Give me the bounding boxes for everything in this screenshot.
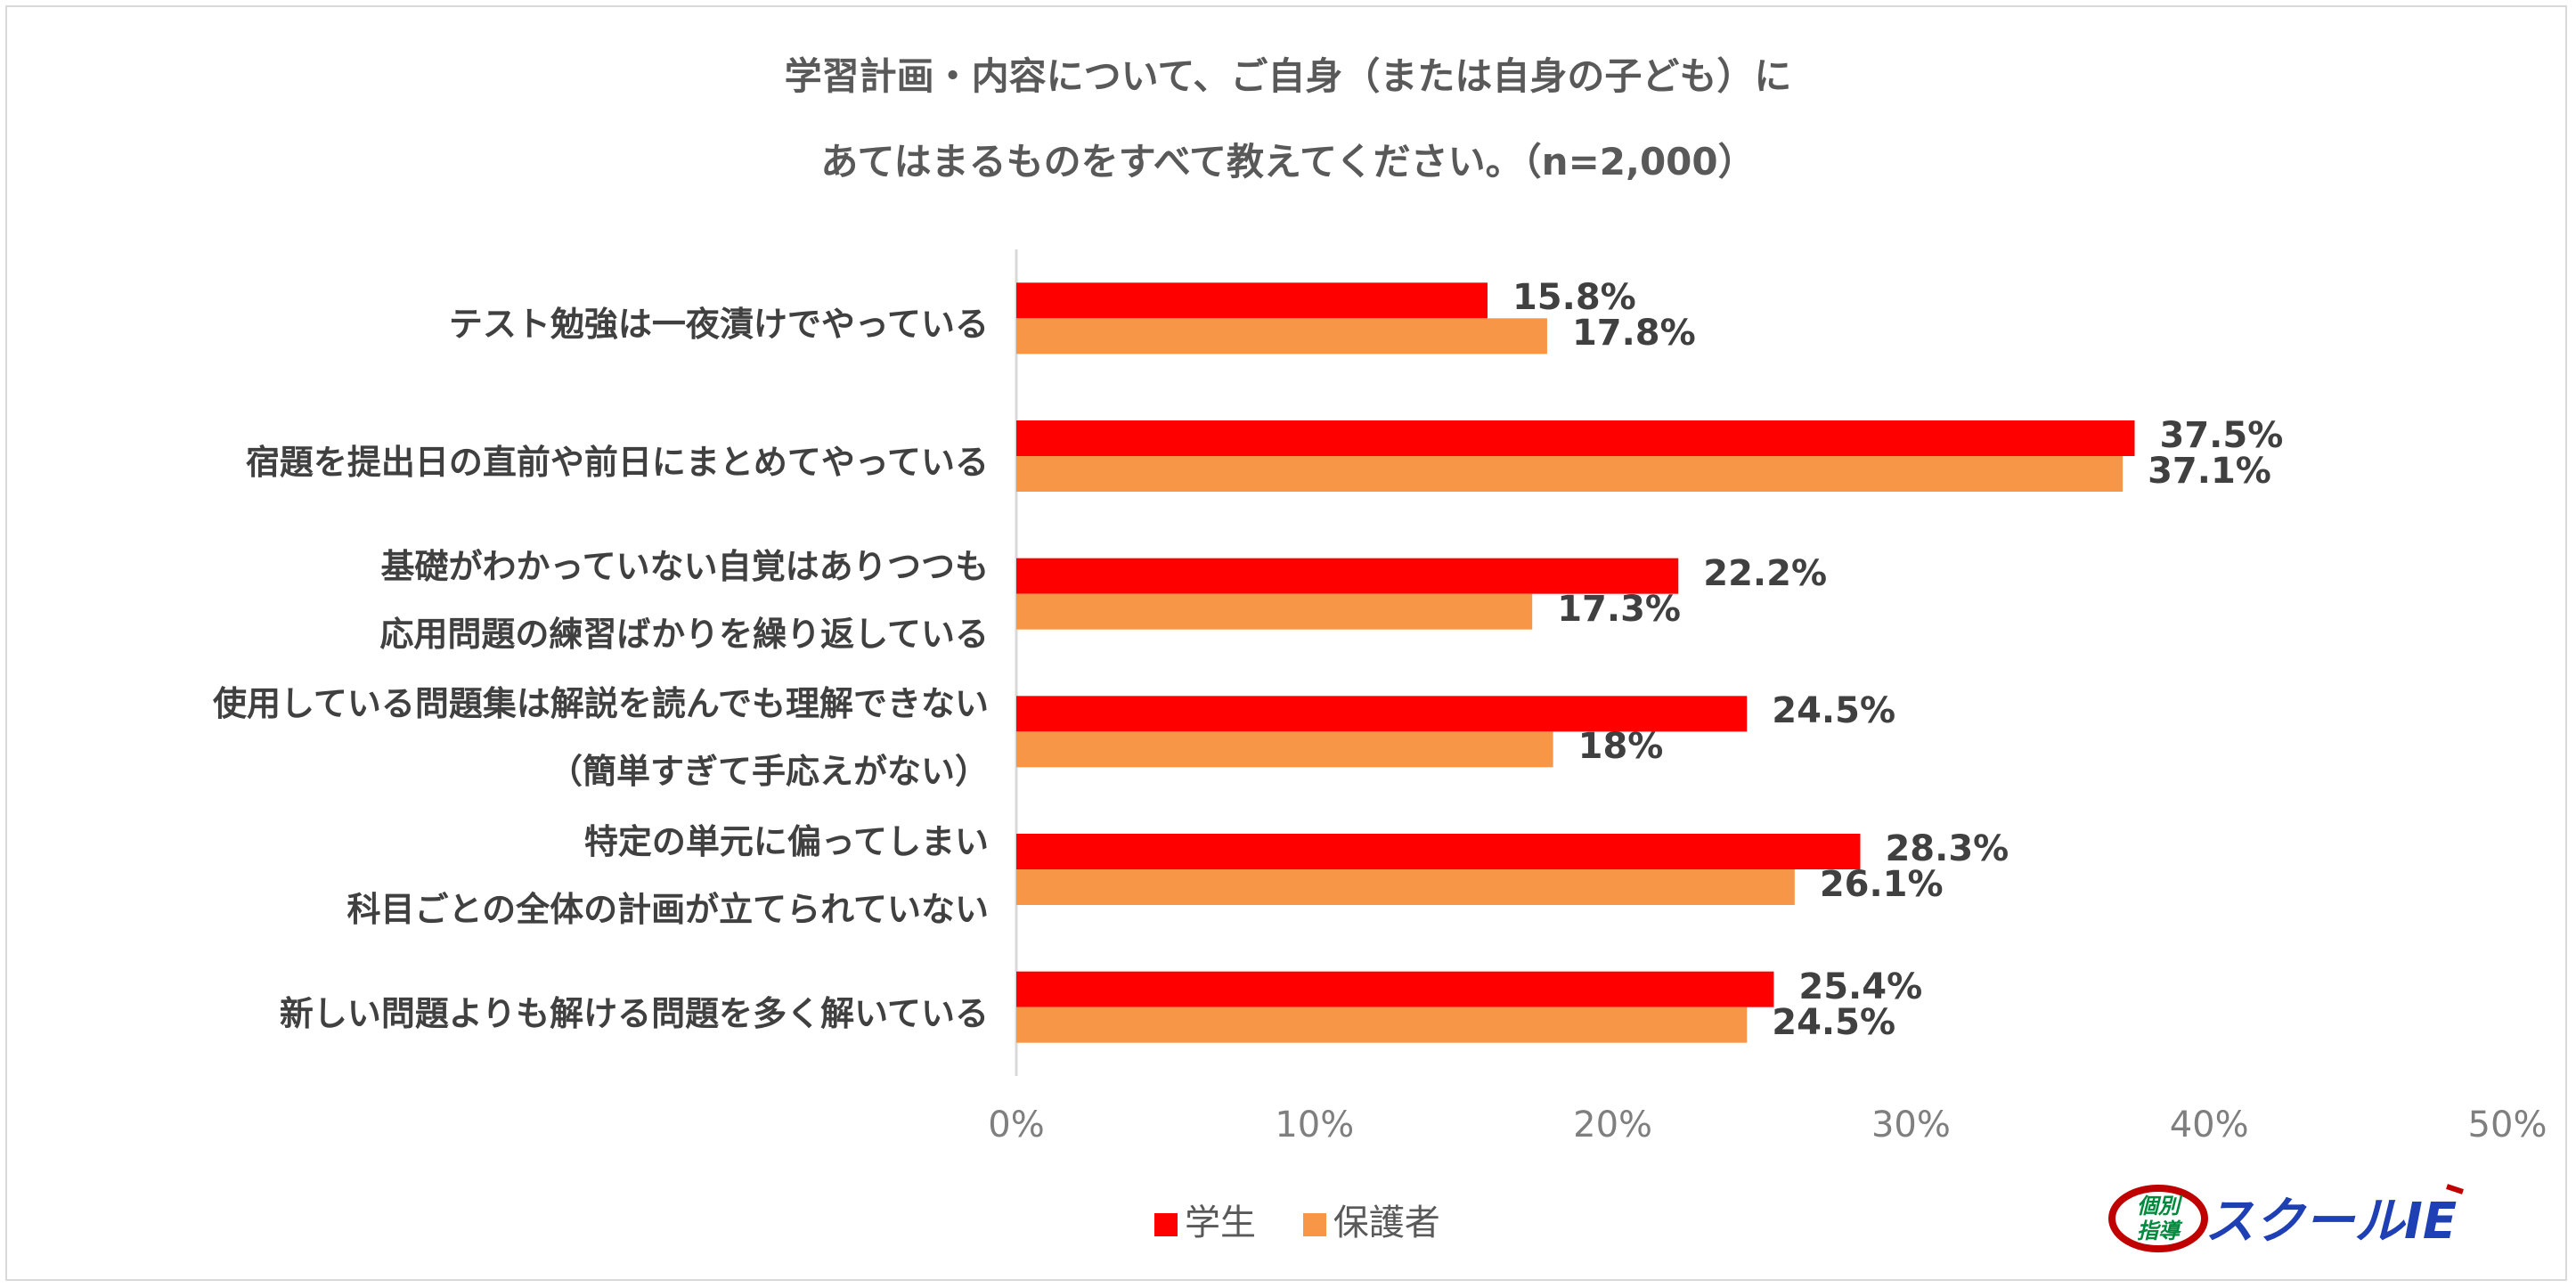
x-tick-label-2: 20% [1573, 1105, 1653, 1145]
data-label-student-5: 25.4% [1798, 966, 1923, 1007]
legend-item-guardian: 保護者 [1302, 1194, 1440, 1245]
logo-brand-text: スクールIE [2205, 1193, 2457, 1251]
data-label-student-1: 37.5% [2159, 415, 2284, 456]
bar-student-2 [1016, 558, 1679, 594]
bar-guardian-4 [1016, 869, 1795, 905]
data-label-student-2: 22.2% [1703, 552, 1828, 594]
x-tick-label-5: 50% [2467, 1105, 2547, 1145]
category-label-4-line0: 特定の単元に偏ってしまい [583, 822, 989, 861]
bar-guardian-5 [1016, 1007, 1748, 1043]
x-tick-label-4: 40% [2169, 1105, 2249, 1145]
data-label-guardian-1: 37.1% [2148, 451, 2271, 492]
bar-guardian-1 [1016, 456, 2124, 492]
data-label-student-3: 24.5% [1772, 690, 1896, 732]
bar-student-1 [1016, 420, 2135, 456]
category-label-4-line1: 科目ごとの全体の計画が立てられていない [346, 890, 989, 929]
logo-brand-bottom: 指導 [2137, 1219, 2183, 1243]
logo-ring [2108, 1185, 2208, 1252]
school-ie-logo: 個別 指導 スクールIE [2108, 1184, 2464, 1252]
legend-label-guardian: 保護者 [1333, 1202, 1440, 1243]
legend-label-student: 学生 [1185, 1202, 1256, 1243]
category-label-0: テスト勉強は一夜漬けでやっている [448, 305, 989, 345]
data-label-guardian-0: 17.8% [1571, 313, 1696, 355]
category-label-2-line0: 基礎がわかっていない自覚はありつつも [380, 546, 989, 586]
legend: 学生 保護者 [1154, 1194, 1476, 1245]
legend-swatch-student [1154, 1213, 1178, 1236]
data-label-guardian-4: 26.1% [1819, 864, 1944, 905]
category-label-1: 宿題を提出日の直前や前日にまとめてやっている [245, 443, 989, 482]
chart-title-line1: 学習計画・内容について、ご自身（または自身の子ども）に [784, 54, 1792, 98]
bar-student-0 [1016, 282, 1488, 319]
x-tick-label-1: 10% [1275, 1105, 1355, 1145]
logo-brand-top: 個別 [2137, 1194, 2183, 1219]
category-label-2-line1: 応用問題の練習ばかりを繰り返している [379, 614, 989, 654]
x-tick-label-0: 0% [988, 1105, 1045, 1145]
legend-item-student: 学生 [1154, 1194, 1256, 1245]
bar-student-5 [1016, 971, 1774, 1007]
category-label-3-line0: 使用している問題集は解説を読んでも理解できない [213, 684, 989, 724]
chart-title-line2: あてはまるものをすべて教えてください。（n=2,000） [820, 140, 1756, 183]
category-label-5: 新しい問題よりも解ける問題を多く解いている [279, 993, 989, 1033]
chart-frame [5, 5, 2567, 1281]
x-tick-label-3: 30% [1871, 1105, 1951, 1145]
data-label-guardian-5: 24.5% [1772, 1001, 1896, 1043]
data-label-student-4: 28.3% [1885, 828, 2009, 869]
bar-guardian-3 [1016, 731, 1553, 768]
legend-swatch-guardian [1302, 1213, 1326, 1236]
data-label-student-0: 15.8% [1512, 277, 1636, 319]
bar-guardian-2 [1016, 593, 1533, 630]
data-label-guardian-3: 18% [1577, 726, 1664, 768]
bar-student-3 [1016, 696, 1748, 732]
bar-student-4 [1016, 834, 1861, 869]
data-label-guardian-2: 17.3% [1557, 588, 1681, 630]
category-label-3-line1: （簡単すぎて手応えがない） [548, 752, 989, 792]
bar-guardian-0 [1016, 318, 1547, 355]
logo-accent [2446, 1184, 2464, 1194]
